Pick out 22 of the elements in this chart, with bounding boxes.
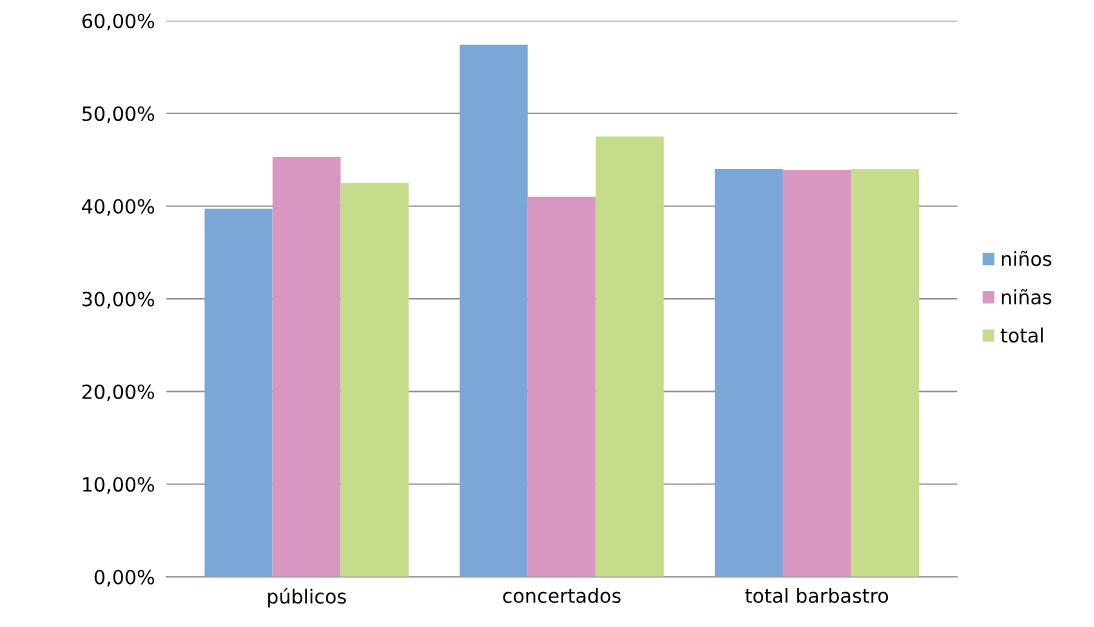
bar xyxy=(272,156,341,577)
legend-label: niñas xyxy=(1001,289,1052,305)
y-tick-label: 40,00% xyxy=(81,199,155,216)
bar xyxy=(714,169,783,577)
x-tick-label: total barbastro xyxy=(745,587,889,603)
legend-label: total xyxy=(1000,327,1043,343)
y-tick-label: 50,00% xyxy=(82,106,155,124)
y-tick-label: 0,00% xyxy=(94,569,155,587)
y-tick-label: 20,00% xyxy=(82,384,155,402)
bar xyxy=(340,182,409,577)
bar xyxy=(459,44,528,577)
bar xyxy=(850,169,919,577)
bar xyxy=(782,169,851,577)
x-tick-label: públicos xyxy=(268,587,346,608)
y-tick-label: 10,00% xyxy=(83,477,155,494)
y-tick-label: 30,00% xyxy=(82,291,155,309)
legend-label: niños xyxy=(1001,250,1052,267)
bar xyxy=(527,196,596,577)
bar xyxy=(595,136,664,577)
y-tick-label: 60,00% xyxy=(82,13,155,31)
x-tick-label: concertados xyxy=(503,587,621,603)
bar xyxy=(204,208,273,577)
